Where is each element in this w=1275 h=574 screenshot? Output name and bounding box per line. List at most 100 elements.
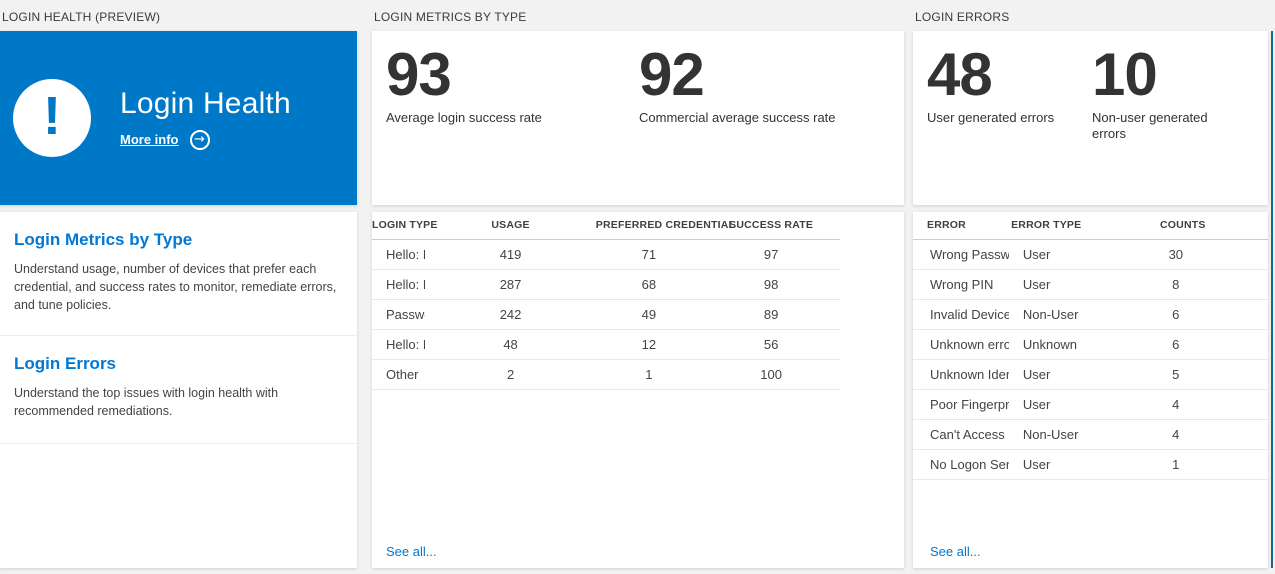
cell-success-rate: 56 [702,329,841,360]
cell-error-type: Unknown [1008,329,1098,360]
cell-error-type: User [1008,389,1098,420]
cell-counts: 6 [1097,329,1268,360]
login-errors-stats: 48 User generated errors 10 Non-user gen… [913,31,1268,205]
section-title-link[interactable]: Login Metrics by Type [14,230,193,249]
see-all-link[interactable]: See all... [386,544,437,559]
panel-login-health: LOGIN HEALTH (PREVIEW) ! Login Health Mo… [0,0,357,568]
cell-preferred-credential: 49 [595,299,703,330]
column-header[interactable]: USAGE [425,212,596,240]
cell-usage: 242 [425,299,596,330]
cell-login-type: Hello: Face [372,239,426,270]
section-description: Understand the top issues with login hea… [14,386,279,418]
cell-error: Can't Access Domain Info [913,419,1009,450]
login-metrics-stats: 93 Average login success rate 92 Commerc… [372,31,904,205]
stat-label: Commercial average success rate [639,110,836,125]
table-row[interactable]: Wrong PIN User 8 [913,269,1268,300]
column-header[interactable]: LOGIN TYPE [372,212,437,240]
cell-preferred-credential: 1 [595,359,703,390]
table-row[interactable]: Password 242 49 89 [372,299,841,330]
stat-value: 92 [639,41,705,108]
cell-usage: 2 [425,359,596,390]
cell-preferred-credential: 71 [595,239,703,270]
table-row[interactable]: Unknown Identity User 5 [913,359,1268,390]
cell-login-type: Hello: PIN [372,269,426,300]
login-errors-table: ERROR ERROR TYPE COUNTS Wrong Password U… [913,212,1268,480]
cell-usage: 287 [425,269,596,300]
panel-header-login-health: LOGIN HEALTH (PREVIEW) [2,9,161,24]
cell-error-type: User [1008,239,1098,270]
section-description: Understand usage, number of devices that… [14,262,337,312]
table-row[interactable]: Hello: Face 419 71 97 [372,239,841,270]
column-header[interactable]: COUNTS [1097,212,1268,240]
arrow-right-icon[interactable]: → [189,129,210,150]
cell-login-type: Other [372,359,426,390]
cell-error-type: User [1008,449,1098,480]
see-all-link[interactable]: See all... [930,544,981,559]
stat: 92 Commercial average success rate [639,45,892,205]
cell-usage: 419 [425,239,596,270]
cell-error: Wrong Password [913,239,1009,270]
table-row[interactable]: Hello: PIN 287 68 98 [372,269,841,300]
table-row[interactable]: Hello: Fingerprint 48 12 56 [372,329,841,360]
panel-login-metrics: LOGIN METRICS BY TYPE 93 Average login s… [372,0,904,568]
adjacent-tile-edge [1271,31,1273,568]
cell-error-type: User [1008,359,1098,390]
cell-usage: 48 [425,329,596,360]
table-row[interactable]: Can't Access Domain Info Non-User 4 [913,419,1268,450]
table-row[interactable]: Unknown error Unknown 6 [913,329,1268,360]
cell-error: Invalid Device State [913,299,1009,330]
exclamation-circle-icon: ! [13,79,91,157]
panel-header-login-errors: LOGIN ERRORS [915,9,1010,24]
panel-header-login-metrics: LOGIN METRICS BY TYPE [374,9,527,24]
tile-title: Login Health [120,86,291,120]
stat-value: 10 [1092,41,1158,108]
cell-counts: 6 [1097,299,1268,330]
cell-counts: 5 [1097,359,1268,390]
nav-section[interactable]: Login Errors Understand the top issues w… [0,336,357,444]
column-header[interactable]: SUCCESS RATE [702,212,841,240]
stat-label: User generated errors [927,110,1055,125]
table-row[interactable]: No Logon Servers User 1 [913,449,1268,480]
cell-error: No Logon Servers [913,449,1009,480]
cell-error: Unknown error [913,329,1009,360]
cell-error: Unknown Identity [913,359,1009,390]
table-row[interactable]: Poor Fingerprint Quality User 4 [913,389,1268,420]
table-row[interactable]: Wrong Password User 30 [913,239,1268,270]
table-row[interactable]: Other 2 1 100 [372,359,841,390]
cell-success-rate: 100 [702,359,841,390]
column-header[interactable]: PREFERRED CREDENTIAL [595,212,735,240]
cell-success-rate: 89 [702,299,841,330]
login-metrics-table-card: LOGIN TYPE USAGE PREFERRED CREDENTIAL SU… [372,212,904,568]
cell-preferred-credential: 68 [595,269,703,300]
stat: 93 Average login success rate [386,45,639,205]
cell-login-type: Password [372,299,426,330]
table-row[interactable]: Invalid Device State Non-User 6 [913,299,1268,330]
cell-success-rate: 97 [702,239,841,270]
cell-counts: 30 [1097,239,1268,270]
login-metrics-table: LOGIN TYPE USAGE PREFERRED CREDENTIAL SU… [372,212,841,390]
cell-counts: 1 [1097,449,1268,480]
cell-error-type: Non-User [1008,299,1098,330]
login-health-tile[interactable]: ! Login Health More info → [0,31,357,205]
cell-preferred-credential: 12 [595,329,703,360]
login-health-nav-card: Login Metrics by Type Understand usage, … [0,212,357,568]
cell-error: Poor Fingerprint Quality [913,389,1009,420]
cell-error-type: User [1008,269,1098,300]
column-header[interactable]: ERROR [913,212,1009,240]
nav-section[interactable]: Login Metrics by Type Understand usage, … [0,212,357,336]
cell-counts: 4 [1097,419,1268,450]
more-info-link[interactable]: More info [120,132,179,147]
section-title-link[interactable]: Login Errors [14,354,117,373]
column-header[interactable]: ERROR TYPE [1008,212,1098,240]
stat-label: Non-user generated errors [1092,110,1208,141]
cell-success-rate: 98 [702,269,841,300]
stat-value: 93 [386,41,452,108]
stat-label: Average login success rate [386,110,542,125]
cell-counts: 4 [1097,389,1268,420]
stat: 10 Non-user generated errors [1092,45,1257,205]
cell-error-type: Non-User [1008,419,1098,450]
cell-error: Wrong PIN [913,269,1009,300]
stat-value: 48 [927,41,993,108]
stat: 48 User generated errors [927,45,1092,205]
